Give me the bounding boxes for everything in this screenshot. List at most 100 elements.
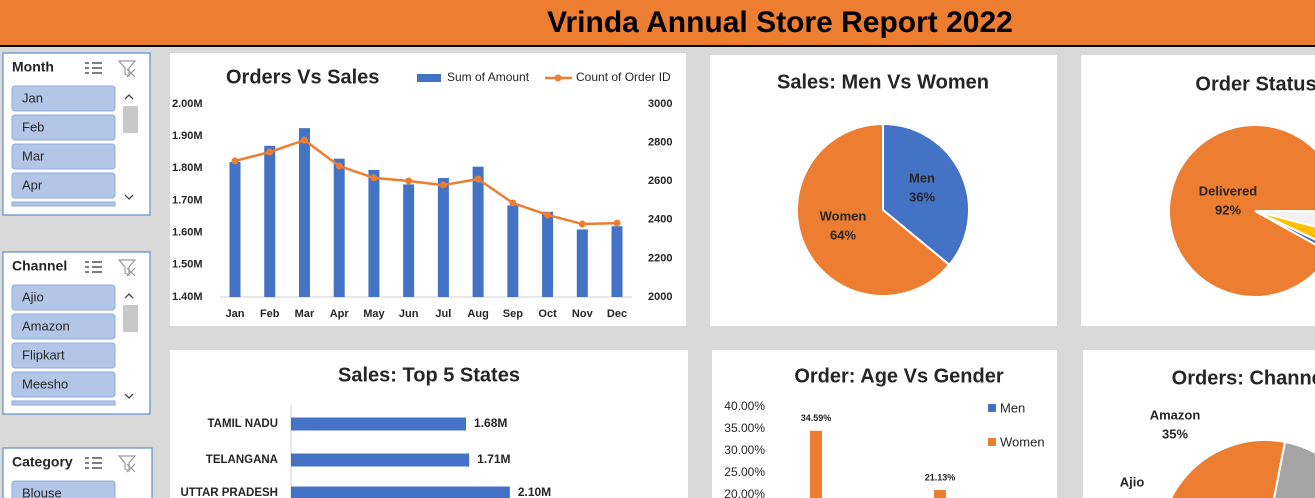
bar [403,184,415,297]
y-tick-label: 1.40M [172,291,203,303]
y-tick-label: 1.50M [172,259,203,271]
legend-swatch [988,438,996,446]
scroll-up[interactable] [124,293,134,299]
x-tick-label: May [363,308,385,320]
pie-label: Women [820,208,867,223]
bar [333,158,345,297]
y-tick-label: 25.00% [724,465,765,479]
line-point [439,181,447,189]
slicer-item-label[interactable]: Feb [22,119,44,134]
bar [291,486,510,498]
slicer-item-label[interactable]: Apr [22,177,43,192]
x-tick-label: Jul [435,308,451,320]
chart-panel [170,53,686,326]
y2-tick-label: 2400 [648,214,672,226]
slicer-item[interactable] [11,143,116,170]
slicer-item[interactable] [11,284,116,311]
bar [934,490,946,498]
y2-tick-label: 2600 [648,175,672,187]
pie-slice [1170,439,1287,498]
x-tick-label: Jun [399,308,419,320]
data-label: 2.10M [518,485,551,498]
y-tick-label: 20.00% [724,487,765,498]
clear-filter-icon[interactable] [117,60,137,78]
y-tick-label: 2.00M [172,98,203,110]
slicer-item-label[interactable]: Jan [22,90,43,105]
y-tick-label: 35.00% [724,421,765,435]
bar [291,417,467,431]
clear-filter-icon[interactable] [117,455,137,473]
y-tick-label: UTTAR PRADESH [180,487,278,498]
header-bar [0,0,1315,45]
y-tick-label: 1.60M [172,227,203,239]
x-tick-label: Sep [503,308,523,320]
slicer-title: Month [12,59,54,75]
slicer-item-label[interactable]: Flipkart [22,347,65,362]
multi-select-icon[interactable] [85,457,102,469]
scroll-down[interactable] [124,194,134,200]
x-tick-label: Jan [226,308,245,320]
slicer-item[interactable] [11,85,116,112]
data-label: 1.71M [477,452,510,466]
slicer-item[interactable] [11,313,116,340]
bar [810,430,822,498]
slicer-item[interactable] [11,342,116,369]
bar [611,226,623,297]
slicer-item[interactable] [11,172,116,199]
pie-slice [1254,210,1315,228]
slicer-item[interactable] [11,114,116,141]
legend-swatch [554,74,562,82]
x-tick-label: Dec [607,308,627,320]
legend-label: Count of Order ID [576,70,671,84]
data-label: 34.59% [801,413,832,423]
slicer-item-label[interactable]: Amazon [22,318,70,333]
multi-select-icon[interactable] [85,62,102,74]
y-tick-label: 30.00% [724,443,765,457]
line-point [266,148,274,156]
pie-value-label: 35% [1162,426,1188,441]
pie-slice [1273,440,1315,498]
y-tick-label: 1.80M [172,162,203,174]
multi-select-icon[interactable] [85,261,102,273]
y-tick-label: 40.00% [724,399,765,413]
line-point [474,175,482,183]
y-tick-label: 1.70M [172,194,203,206]
y-tick-label: TAMIL NADU [208,418,278,430]
pie-slice [1168,124,1315,299]
scroll-down[interactable] [124,393,134,399]
page-title: Vrinda Annual Store Report 2022 [547,6,1013,39]
x-tick-label: Feb [260,308,280,320]
line-point [370,174,378,182]
scroll-up[interactable] [124,94,134,100]
chart-title: Sales: Men Vs Women [777,71,989,93]
slicer-item-label[interactable]: Ajio [22,289,44,304]
x-tick-label: Aug [467,308,488,320]
legend-label: Men [1000,400,1025,415]
pie-label: Men [909,170,935,185]
slicer-item-label[interactable]: Mar [22,148,45,163]
bar [368,169,380,297]
pie-label: Amazon [1150,407,1201,422]
chart-title: Order Status [1195,73,1315,95]
line-point [613,219,621,227]
slicer-item[interactable] [11,480,116,498]
legend-swatch [988,404,996,412]
slicer-item-label[interactable]: Meesho [22,376,68,391]
chart-title: Sales: Top 5 States [338,364,520,386]
bar [298,128,310,297]
slicer-item-label[interactable]: Blouse [22,485,62,498]
y-tick-label: 1.90M [172,130,203,142]
bar [291,453,470,467]
clear-filter-icon[interactable] [117,259,137,277]
chart-title: Orders: Channel [1172,367,1315,389]
x-tick-label: Mar [295,308,315,320]
chart-title: Order: Age Vs Gender [794,365,1004,387]
line-point [544,211,552,219]
y2-tick-label: 2200 [648,252,672,264]
line [234,138,618,226]
pie-slice [796,122,951,297]
pie-slice [882,122,970,267]
slicer-item[interactable] [11,371,116,398]
line-point [405,177,413,185]
